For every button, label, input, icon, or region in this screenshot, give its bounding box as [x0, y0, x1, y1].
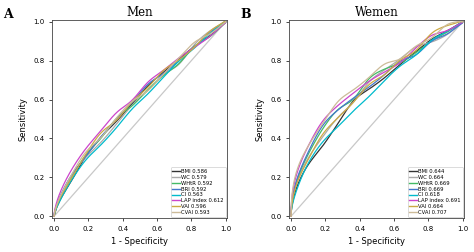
- Legend: BMI 0.586, WC 0.579, WHtR 0.592, BRI 0.592, CI 0.563, LAP index 0.612, VAI 0.596: BMI 0.586, WC 0.579, WHtR 0.592, BRI 0.5…: [171, 167, 226, 217]
- X-axis label: 1 - Specificity: 1 - Specificity: [348, 237, 405, 246]
- Title: Men: Men: [127, 6, 153, 19]
- Text: B: B: [240, 8, 251, 21]
- X-axis label: 1 - Specificity: 1 - Specificity: [111, 237, 168, 246]
- Title: Wemen: Wemen: [355, 6, 399, 19]
- Text: A: A: [3, 8, 13, 21]
- Y-axis label: Sensitivity: Sensitivity: [256, 97, 265, 141]
- Y-axis label: Sensitivity: Sensitivity: [19, 97, 28, 141]
- Legend: BMI 0.644, WC 0.664, WHtR 0.669, BRI 0.669, CI 0.618, LAP index 0.691, VAI 0.664: BMI 0.644, WC 0.664, WHtR 0.669, BRI 0.6…: [408, 167, 463, 217]
